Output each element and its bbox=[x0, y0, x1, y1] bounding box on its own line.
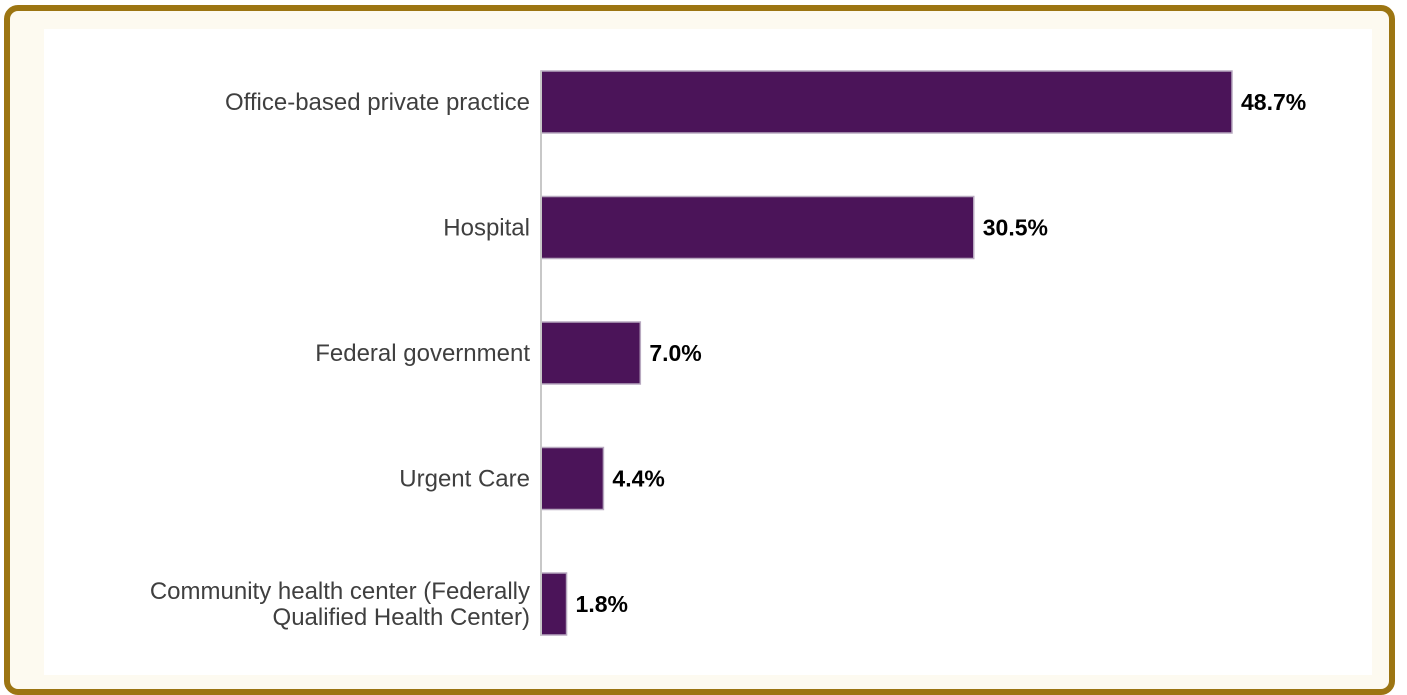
category-label-2-line-0: Federal government bbox=[315, 340, 530, 367]
value-label-0: 48.7% bbox=[1241, 89, 1306, 115]
category-label-4-line-1: Qualified Health Center) bbox=[273, 604, 530, 631]
value-label-3: 4.4% bbox=[612, 466, 664, 492]
category-label-3-line-0: Urgent Care bbox=[399, 466, 530, 493]
bars-group bbox=[540, 70, 1233, 636]
bar-2 bbox=[540, 321, 642, 385]
labels-group: 48.7% Office-based private practice 30.5% H… bbox=[150, 89, 1306, 631]
bar-0 bbox=[540, 70, 1233, 134]
chart-panel bbox=[44, 29, 1372, 675]
category-label-0-line-0: Office-based private practice bbox=[225, 89, 530, 116]
value-label-2: 7.0% bbox=[649, 340, 701, 366]
bar-1 bbox=[540, 195, 975, 260]
bar-3 bbox=[540, 446, 605, 511]
bar-4 bbox=[540, 572, 568, 636]
category-label-4-line-0: Community health center (Federally bbox=[150, 578, 530, 605]
value-label-4: 1.8% bbox=[576, 591, 628, 617]
value-label-1: 30.5% bbox=[983, 215, 1048, 241]
category-label-1-line-0: Hospital bbox=[443, 215, 530, 242]
